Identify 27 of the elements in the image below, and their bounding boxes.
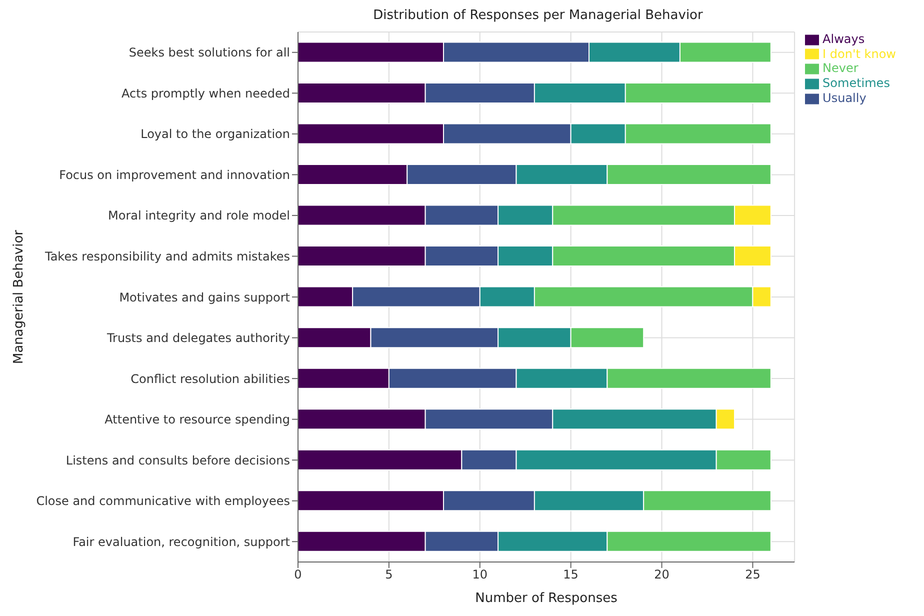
y-tick-label: Listens and consults before decisions bbox=[66, 453, 290, 468]
y-tick-label: Moral integrity and role model bbox=[108, 208, 290, 223]
y-tick-label: Focus on improvement and innovation bbox=[59, 168, 290, 182]
x-tick-label: 15 bbox=[563, 568, 578, 582]
y-tick-label: Fair evaluation, recognition, support bbox=[72, 534, 290, 549]
legend-label: I don't know bbox=[822, 46, 896, 61]
legend-label: Always bbox=[822, 32, 865, 46]
x-tick-label: 10 bbox=[472, 568, 488, 582]
x-tick-label: 5 bbox=[385, 568, 393, 582]
y-tick-label: Takes responsibility and admits mistakes bbox=[44, 249, 290, 264]
y-tick-label: Conflict resolution abilities bbox=[130, 372, 290, 386]
x-tick-label: 25 bbox=[745, 568, 760, 582]
y-tick-label: Motivates and gains support bbox=[119, 290, 290, 304]
y-axis-title: Managerial Behavior bbox=[12, 229, 27, 364]
y-tick-label: Acts promptly when needed bbox=[122, 86, 290, 100]
chart-title: Distribution of Responses per Managerial Behavior bbox=[372, 8, 704, 25]
x-tick-label: 0 bbox=[294, 568, 302, 582]
y-tick-label: Trusts and delegates authority bbox=[106, 331, 290, 346]
legend-label: Usually bbox=[822, 90, 866, 105]
y-tick-label: Seeks best solutions for all bbox=[128, 46, 290, 60]
x-tick-label: 20 bbox=[654, 568, 670, 582]
y-tick-label: Close and communicative with employees bbox=[36, 494, 290, 508]
y-tick-label: Attentive to resource spending bbox=[104, 412, 290, 427]
x-axis-title: Number of Responses bbox=[475, 591, 618, 606]
legend-label: Sometimes bbox=[822, 76, 890, 90]
y-tick-label: Loyal to the organization bbox=[140, 127, 290, 142]
legend-label: Never bbox=[822, 61, 858, 76]
